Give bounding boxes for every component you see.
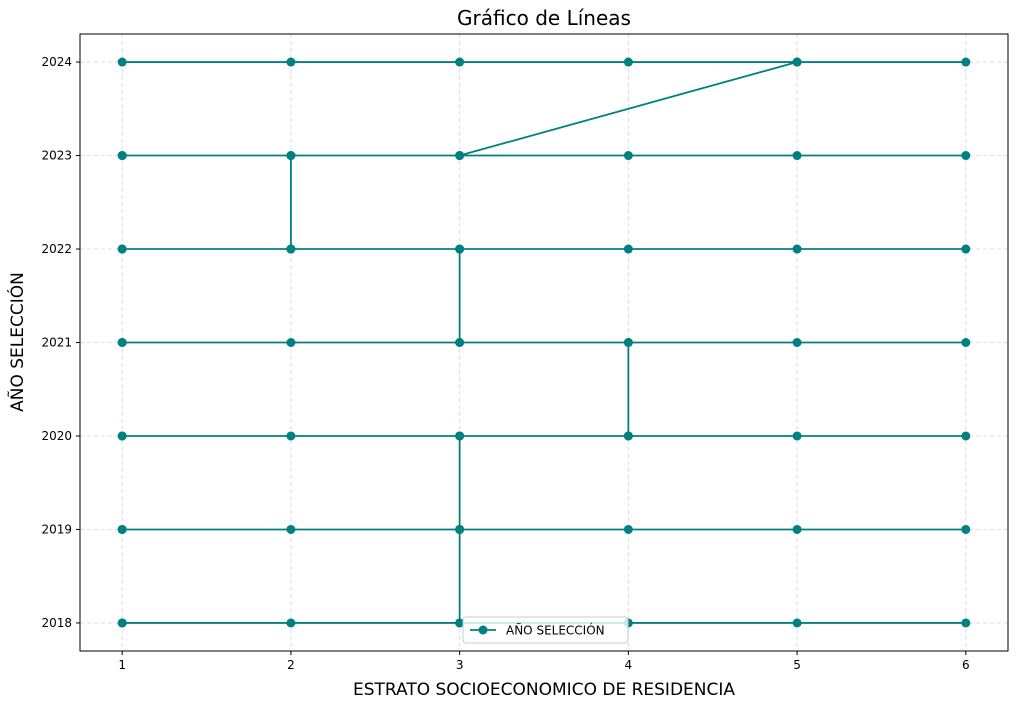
data-point	[961, 338, 971, 347]
data-point	[792, 57, 802, 67]
data-point	[286, 431, 296, 441]
data-point	[623, 244, 633, 254]
axis-ticks: 1 2 3 4 5 6 2018 2019 2020 2021 2022 2023 2024	[41, 55, 969, 672]
data-point	[623, 338, 633, 347]
data-point	[455, 618, 465, 628]
data-point	[286, 57, 296, 67]
x-tick-label: 2	[287, 658, 295, 672]
y-tick-label: 2018	[41, 616, 72, 630]
data-point	[117, 618, 127, 628]
y-tick-label: 2024	[41, 55, 72, 69]
data-point	[623, 431, 633, 441]
data-point	[623, 151, 633, 161]
y-tick-label: 2019	[41, 522, 72, 536]
data-point	[286, 244, 296, 254]
legend: AÑO SELECCIÓN	[462, 616, 629, 644]
data-point	[286, 524, 296, 534]
data-point	[286, 618, 296, 628]
y-tick-label: 2023	[41, 149, 72, 163]
x-axis-title: ESTRATO SOCIOECONOMICO DE RESIDENCIA	[353, 680, 735, 700]
y-tick-label: 2022	[41, 242, 72, 256]
data-point	[455, 524, 465, 534]
data-point	[455, 244, 465, 254]
data-point	[455, 151, 465, 161]
data-point	[792, 524, 802, 534]
x-tick-label: 5	[793, 658, 801, 672]
data-point	[961, 57, 971, 67]
legend-marker-swatch	[478, 625, 488, 635]
data-point	[792, 618, 802, 628]
data-point	[117, 524, 127, 534]
x-tick-label: 3	[456, 658, 464, 672]
data-point	[961, 244, 971, 254]
data-point	[961, 524, 971, 534]
data-point	[117, 57, 127, 67]
legend-label: AÑO SELECCIÓN	[506, 623, 605, 638]
data-point	[961, 618, 971, 628]
data-point	[792, 151, 802, 161]
y-axis-title: AÑO SELECCIÓN	[6, 272, 28, 412]
data-point	[961, 151, 971, 161]
data-point	[792, 244, 802, 254]
data-point	[455, 338, 465, 347]
data-point	[961, 431, 971, 441]
data-point	[117, 431, 127, 441]
data-point	[117, 151, 127, 161]
x-tick-label: 4	[625, 658, 633, 672]
data-point	[623, 524, 633, 534]
series-line	[121, 61, 967, 624]
series-area	[117, 57, 971, 628]
chart-title: Gráfico de Líneas	[457, 6, 631, 30]
legend-frame	[462, 616, 629, 644]
data-point	[117, 338, 127, 347]
data-point	[286, 151, 296, 161]
data-point	[117, 244, 127, 254]
data-point	[623, 57, 633, 67]
data-point	[792, 431, 802, 441]
data-point	[455, 431, 465, 441]
data-point	[455, 57, 465, 67]
y-tick-label: 2020	[41, 429, 72, 443]
y-tick-label: 2021	[41, 336, 72, 350]
x-tick-label: 6	[962, 658, 970, 672]
data-point	[286, 338, 296, 347]
data-point	[792, 338, 802, 347]
x-tick-label: 1	[118, 658, 126, 672]
